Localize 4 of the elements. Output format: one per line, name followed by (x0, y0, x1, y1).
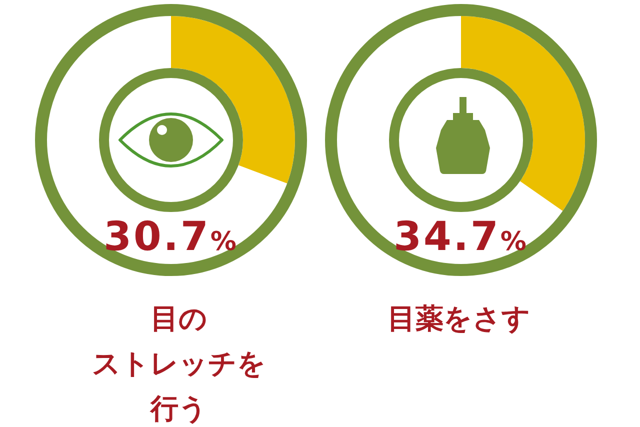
text: 30.7% (104, 214, 238, 260)
text: 目のストレッチを行う (92, 302, 266, 425)
text: 目薬をさす (388, 302, 530, 335)
text: 34.7% (394, 214, 528, 260)
